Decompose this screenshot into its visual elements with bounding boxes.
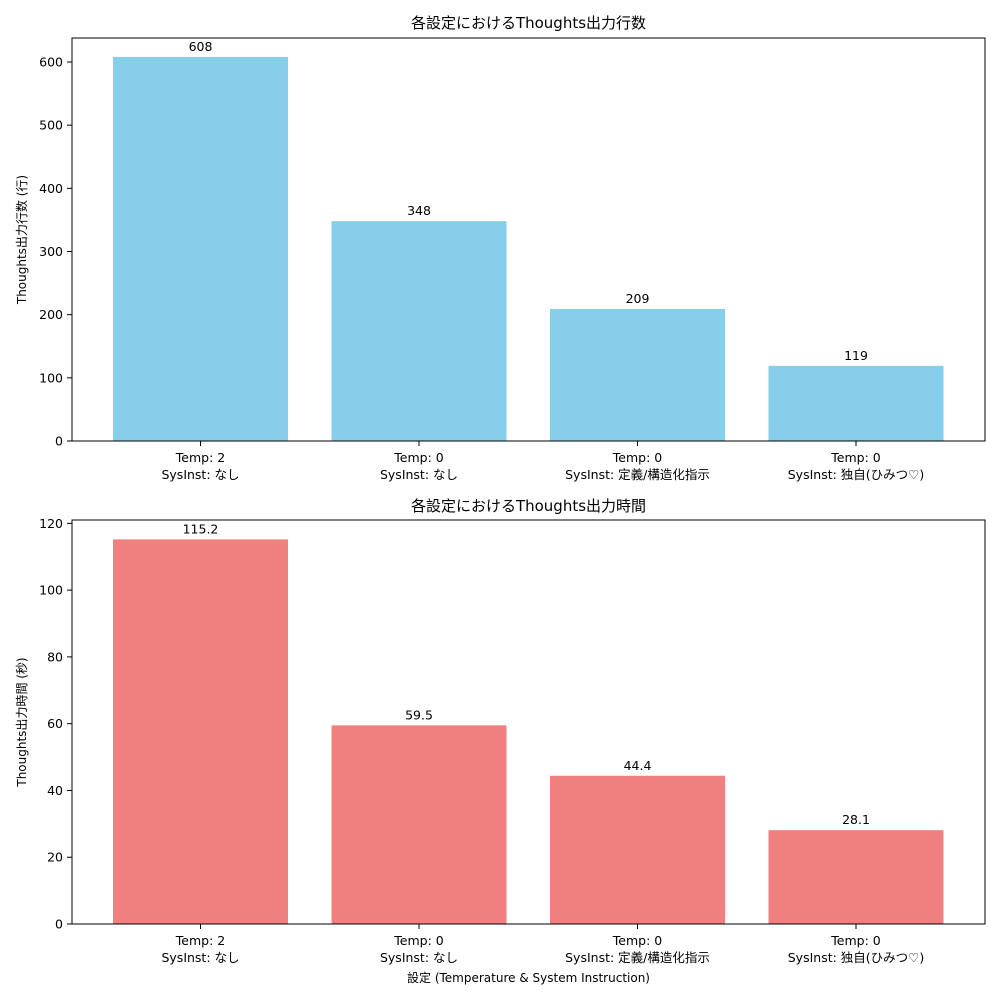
x-tick-label: Temp: 2 — [175, 450, 225, 465]
x-tick-label: SysInst: 独自(ひみつ♡) — [788, 950, 925, 965]
bar — [550, 308, 725, 441]
y-tick-label: 60 — [47, 716, 63, 731]
bar — [768, 365, 944, 441]
bar-value-label: 28.1 — [842, 812, 870, 827]
chart-panel-time: 115.2 59.5 44.4 28.1 0 20 40 60 80 100 120 Temp: 2 S… — [15, 497, 986, 985]
plot-frame — [71, 37, 986, 442]
x-tick-label: Temp: 0 — [830, 933, 880, 948]
bar — [113, 539, 288, 924]
y-tick-label: 300 — [39, 244, 63, 259]
x-tick-label: SysInst: なし — [380, 467, 458, 482]
plot-frame — [71, 519, 986, 925]
bar — [331, 221, 507, 441]
chart-panel-lines: 608 348 209 119 0 100 200 300 400 500 600 Temp: 2 Sy… — [14, 14, 986, 482]
bar-value-label: 59.5 — [405, 707, 433, 722]
chart-title: 各設定におけるThoughts出力時間 — [411, 497, 646, 515]
x-tick-label: Temp: 0 — [612, 933, 662, 948]
bar-value-label: 608 — [189, 39, 213, 54]
x-tick-label: SysInst: なし — [380, 950, 458, 965]
y-tick-label: 0 — [55, 917, 63, 932]
bar-value-label: 115.2 — [183, 521, 219, 536]
x-tick-label: SysInst: 定義/構造化指示 — [565, 950, 710, 965]
y-tick-label: 0 — [55, 434, 63, 449]
bar-value-label: 119 — [844, 348, 868, 363]
x-axis-label: 設定 (Temperature & System Instruction) — [407, 970, 650, 985]
x-tick-label: Temp: 2 — [175, 933, 225, 948]
x-tick-label: SysInst: なし — [161, 467, 239, 482]
y-tick-label: 400 — [39, 181, 63, 196]
x-tick-label: Temp: 0 — [612, 450, 662, 465]
x-tick-label: Temp: 0 — [393, 933, 443, 948]
bar-value-label: 348 — [407, 203, 431, 218]
x-tick-label: SysInst: 独自(ひみつ♡) — [788, 467, 925, 482]
bar — [550, 775, 725, 924]
chart-title: 各設定におけるThoughts出力行数 — [411, 14, 646, 32]
bar — [331, 725, 507, 924]
y-tick-label: 20 — [47, 850, 63, 865]
y-tick-label: 200 — [39, 307, 63, 322]
x-tick-label: Temp: 0 — [393, 450, 443, 465]
y-axis-label: Thoughts出力時間 (秒) — [15, 657, 29, 787]
bar — [113, 56, 288, 442]
y-axis-label: Thoughts出力行数 (行) — [14, 175, 29, 305]
x-tick-label: SysInst: 定義/構造化指示 — [565, 467, 710, 482]
y-tick-label: 100 — [39, 370, 63, 385]
bar-value-label: 44.4 — [624, 758, 652, 773]
y-tick-label: 80 — [47, 649, 63, 664]
y-tick-label: 40 — [47, 783, 63, 798]
y-tick-label: 100 — [39, 583, 63, 598]
y-tick-label: 600 — [39, 55, 63, 70]
x-tick-label: Temp: 0 — [830, 450, 880, 465]
y-tick-label: 500 — [39, 118, 63, 133]
x-tick-label: SysInst: なし — [161, 950, 239, 965]
bar — [768, 830, 944, 924]
bar-value-label: 209 — [626, 291, 650, 306]
y-tick-label: 120 — [39, 516, 63, 531]
